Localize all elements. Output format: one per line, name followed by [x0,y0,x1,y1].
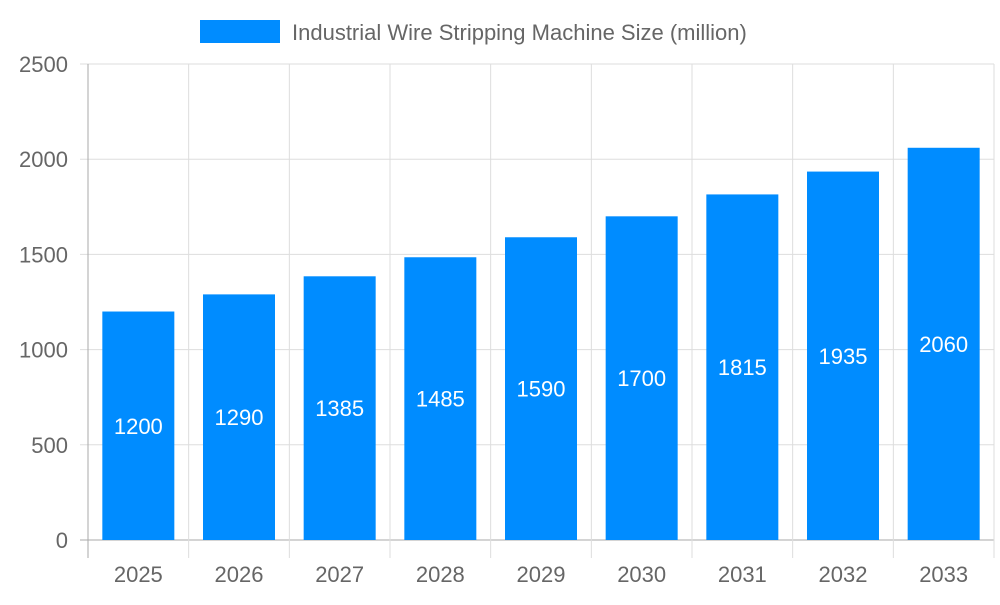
bar [706,194,779,540]
x-tick-label: 2032 [819,562,868,587]
data-label: 1290 [215,405,264,430]
x-tick-label: 2025 [114,562,163,587]
data-label: 1385 [315,396,364,421]
y-tick-label: 1000 [19,338,68,363]
bars: 1200 1290 1385 1485 1590 1700 1815 1935 2060 [102,147,980,541]
x-tick-label: 2033 [919,562,968,587]
data-label: 1700 [617,366,666,391]
bar [907,147,980,540]
x-tick-label: 2030 [617,562,666,587]
bar [203,294,275,540]
bar [605,216,678,540]
bar [102,311,175,540]
y-tick-label: 500 [31,433,68,458]
x-tick-label: 2029 [517,562,566,587]
data-label: 1200 [114,414,163,439]
data-label: 1815 [718,355,767,380]
x-tick-label: 2026 [215,562,264,587]
bar [303,276,376,540]
data-label: 1590 [517,377,566,402]
grid [80,63,995,558]
legend[interactable]: Industrial Wire Stripping Machine Size (… [200,20,747,45]
x-tick-label: 2028 [416,562,465,587]
data-label: 2060 [919,332,968,357]
data-label: 1485 [416,387,465,412]
data-label: 1935 [819,344,868,369]
legend-swatch [200,20,280,43]
y-tick-label: 2000 [19,147,68,172]
bar [505,237,577,540]
y-tick-label: 1500 [19,242,68,267]
bar [807,171,879,541]
axes: 0 500 1000 1500 2000 2500 2025 2026 2027 2028 2029… [19,52,968,587]
x-tick-label: 2027 [315,562,364,587]
y-tick-label: 0 [56,528,68,553]
bar [404,257,477,540]
x-tick-label: 2031 [718,562,767,587]
legend-label: Industrial Wire Stripping Machine Size (… [292,20,747,45]
y-tick-label: 2500 [19,52,68,77]
